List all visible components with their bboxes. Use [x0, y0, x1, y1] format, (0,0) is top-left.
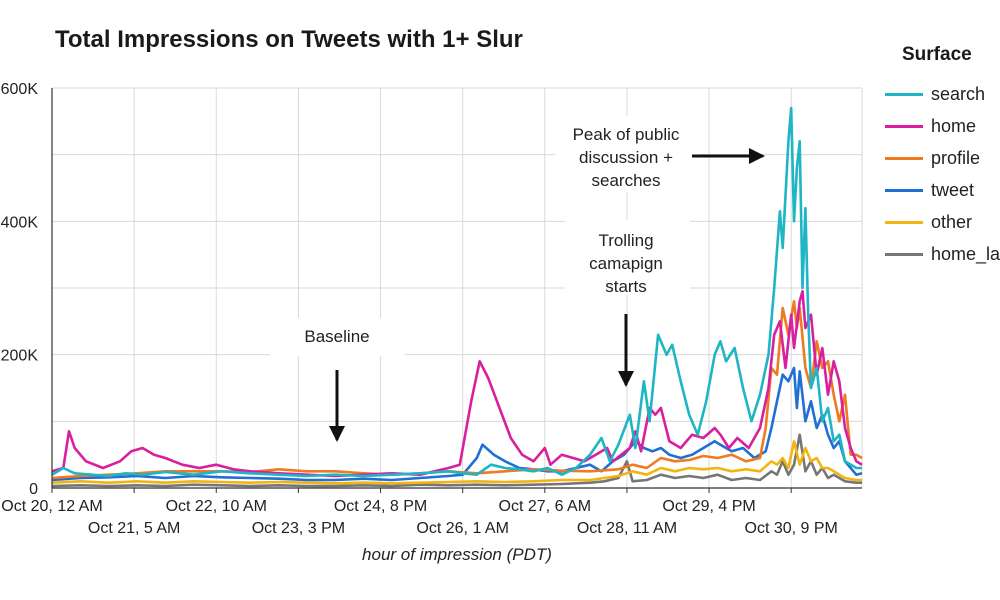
series-line-tweet — [51, 366, 863, 482]
annotation-box — [270, 318, 405, 356]
x-tick-label: Oct 22, 10 AM — [166, 498, 267, 515]
legend-swatch — [885, 124, 923, 128]
x-tick-label: Oct 21, 5 AM — [88, 520, 180, 537]
legend-swatch — [885, 220, 923, 224]
series-line-home_la — [51, 433, 862, 488]
annotation-arrowhead — [329, 426, 345, 442]
legend-swatch — [885, 188, 923, 192]
legend-label: home_la — [931, 243, 1000, 264]
y-tick-label: 600K — [1, 81, 39, 98]
chart-title: Total Impressions on Tweets with 1+ Slur — [55, 26, 523, 53]
legend-label: other — [931, 211, 973, 232]
legend-label: home — [931, 115, 977, 136]
legend-swatch — [885, 252, 923, 256]
series-line-other — [51, 440, 862, 485]
y-axis-ticks: 0 200K 400K 600K — [1, 81, 39, 498]
legend-label: search — [931, 83, 986, 104]
series-line-profile — [51, 300, 863, 480]
legend: Surface search home profile tweet other home_… — [885, 44, 1000, 270]
y-tick-label: 200K — [1, 348, 39, 365]
legend-label: tweet — [931, 179, 975, 200]
annotation-text: Peak of public — [573, 125, 680, 144]
legend-item-other: other — [885, 206, 1000, 238]
annotation-text: Baseline — [304, 327, 369, 346]
legend-items: search home profile tweet other home_la — [885, 78, 1000, 270]
legend-title: Surface — [902, 44, 972, 65]
x-tick-label: Oct 27, 6 AM — [499, 498, 591, 515]
axes — [51, 88, 862, 489]
x-axis-ticks: Oct 20, 12 AM Oct 21, 5 AM Oct 22, 10 AM Oc… — [1, 488, 838, 537]
x-tick-label: Oct 20, 12 AM — [1, 498, 102, 515]
x-tick-label: Oct 30, 9 PM — [745, 520, 838, 537]
legend-item-profile: profile — [885, 142, 1000, 174]
x-tick-label: Oct 28, 11 AM — [577, 520, 677, 537]
annotation-arrowhead — [749, 148, 765, 164]
series-line-search — [51, 106, 862, 478]
legend-item-home: home — [885, 110, 1000, 142]
annotation-box — [555, 116, 700, 192]
legend-label: profile — [931, 147, 981, 168]
legend-swatch — [885, 92, 923, 96]
x-tick-label: Oct 24, 8 PM — [334, 498, 427, 515]
annotation-text: starts — [605, 277, 647, 296]
annotation-text: camapign — [589, 254, 663, 273]
x-tick-label: Oct 29, 4 PM — [662, 498, 755, 515]
annotation-text: discussion + — [579, 148, 673, 167]
annotations: Baseline Trolling camapign starts Peak of pu… — [270, 116, 765, 442]
annotation-arrowhead — [618, 371, 634, 387]
gridlines — [52, 87, 863, 488]
legend-item-tweet: tweet — [885, 174, 1000, 206]
legend-item-search: search — [885, 78, 1000, 110]
annotation-text: searches — [592, 171, 661, 190]
x-tick-label: Oct 23, 3 PM — [252, 520, 345, 537]
annotation-text: Trolling — [598, 231, 653, 250]
y-tick-label: 0 — [29, 481, 38, 498]
series-line-home — [51, 290, 863, 478]
legend-swatch — [885, 156, 923, 160]
series-lines — [51, 106, 863, 488]
x-axis-title: hour of impression (PDT) — [362, 545, 552, 564]
annotation-box — [565, 220, 690, 295]
x-tick-label: Oct 26, 1 AM — [416, 520, 508, 537]
y-tick-label: 400K — [1, 214, 39, 231]
legend-item-home_la: home_la — [885, 238, 1000, 270]
